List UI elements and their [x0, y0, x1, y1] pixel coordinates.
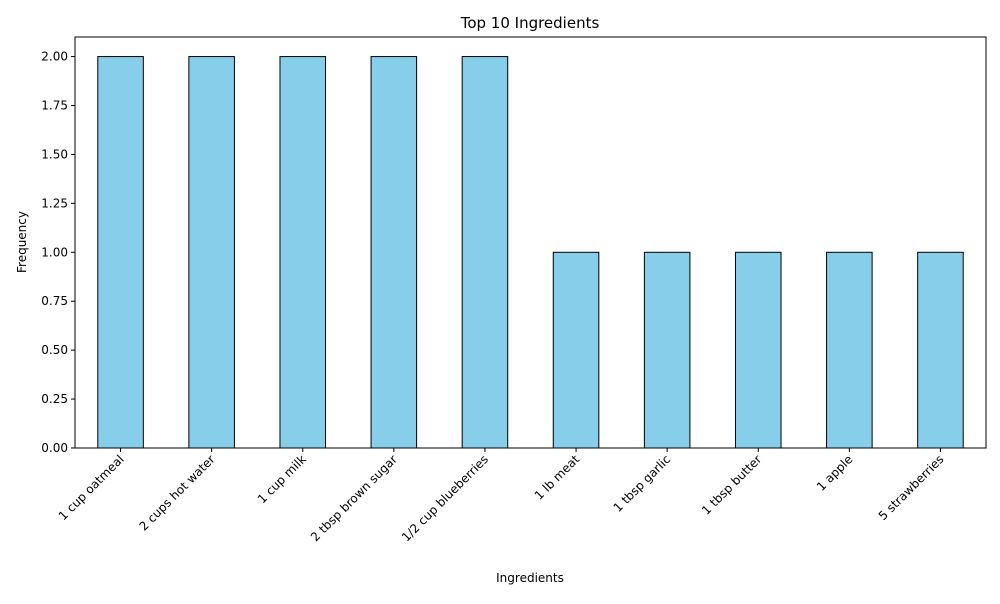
x-tick-label: 1 tbsp garlic: [611, 452, 674, 515]
y-tick-label: 1.50: [41, 147, 68, 161]
bar-5: [461, 56, 509, 449]
bar-6: [552, 251, 600, 449]
x-tick-label: 2 tbsp brown sugar: [308, 452, 400, 544]
x-tick-label: 5 strawberries: [876, 452, 947, 523]
y-axis-label: Frequency: [15, 211, 29, 273]
x-tick-label: 2 cups hot water: [136, 452, 217, 533]
chart-title: Top 10 Ingredients: [460, 14, 600, 32]
y-tick-label: 0.75: [41, 294, 68, 308]
y-tick-label: 1.25: [41, 196, 68, 210]
bar-2: [188, 56, 235, 449]
y-tick-label: 2.00: [41, 50, 68, 64]
y-axis: 0.00 0.25 0.50 0.75 1.00 1.25 1.50 1.75 2.00: [41, 50, 75, 455]
bar-10: [917, 251, 964, 449]
y-tick-label: 1.00: [41, 245, 68, 259]
bar-1: [97, 56, 144, 449]
bars-group: [97, 56, 964, 449]
y-tick-label: 0.50: [41, 343, 68, 357]
x-axis-label: Ingredients: [496, 571, 564, 585]
x-tick-label: 1 cup milk: [255, 452, 309, 506]
x-tick-label: 1 cup oatmeal: [56, 452, 127, 523]
y-tick-label: 0.00: [41, 441, 68, 455]
bar-4: [370, 56, 418, 449]
bar-3: [279, 56, 327, 449]
x-tick-label: 1/2 cup blueberries: [399, 452, 491, 544]
bar-8: [734, 251, 782, 449]
x-tick-label: 1 apple: [814, 452, 856, 494]
y-tick-label: 1.75: [41, 99, 68, 113]
x-tick-label: 1 lb meat: [532, 452, 583, 503]
bar-7: [643, 251, 691, 449]
x-tick-label: 1 tbsp butter: [699, 452, 764, 517]
x-axis: 1 cup oatmeal 2 cups hot water 1 cup milk 2…: [56, 448, 947, 544]
y-tick-label: 0.25: [41, 392, 68, 406]
bar-9: [826, 251, 873, 449]
plot-frame: [74, 36, 987, 449]
